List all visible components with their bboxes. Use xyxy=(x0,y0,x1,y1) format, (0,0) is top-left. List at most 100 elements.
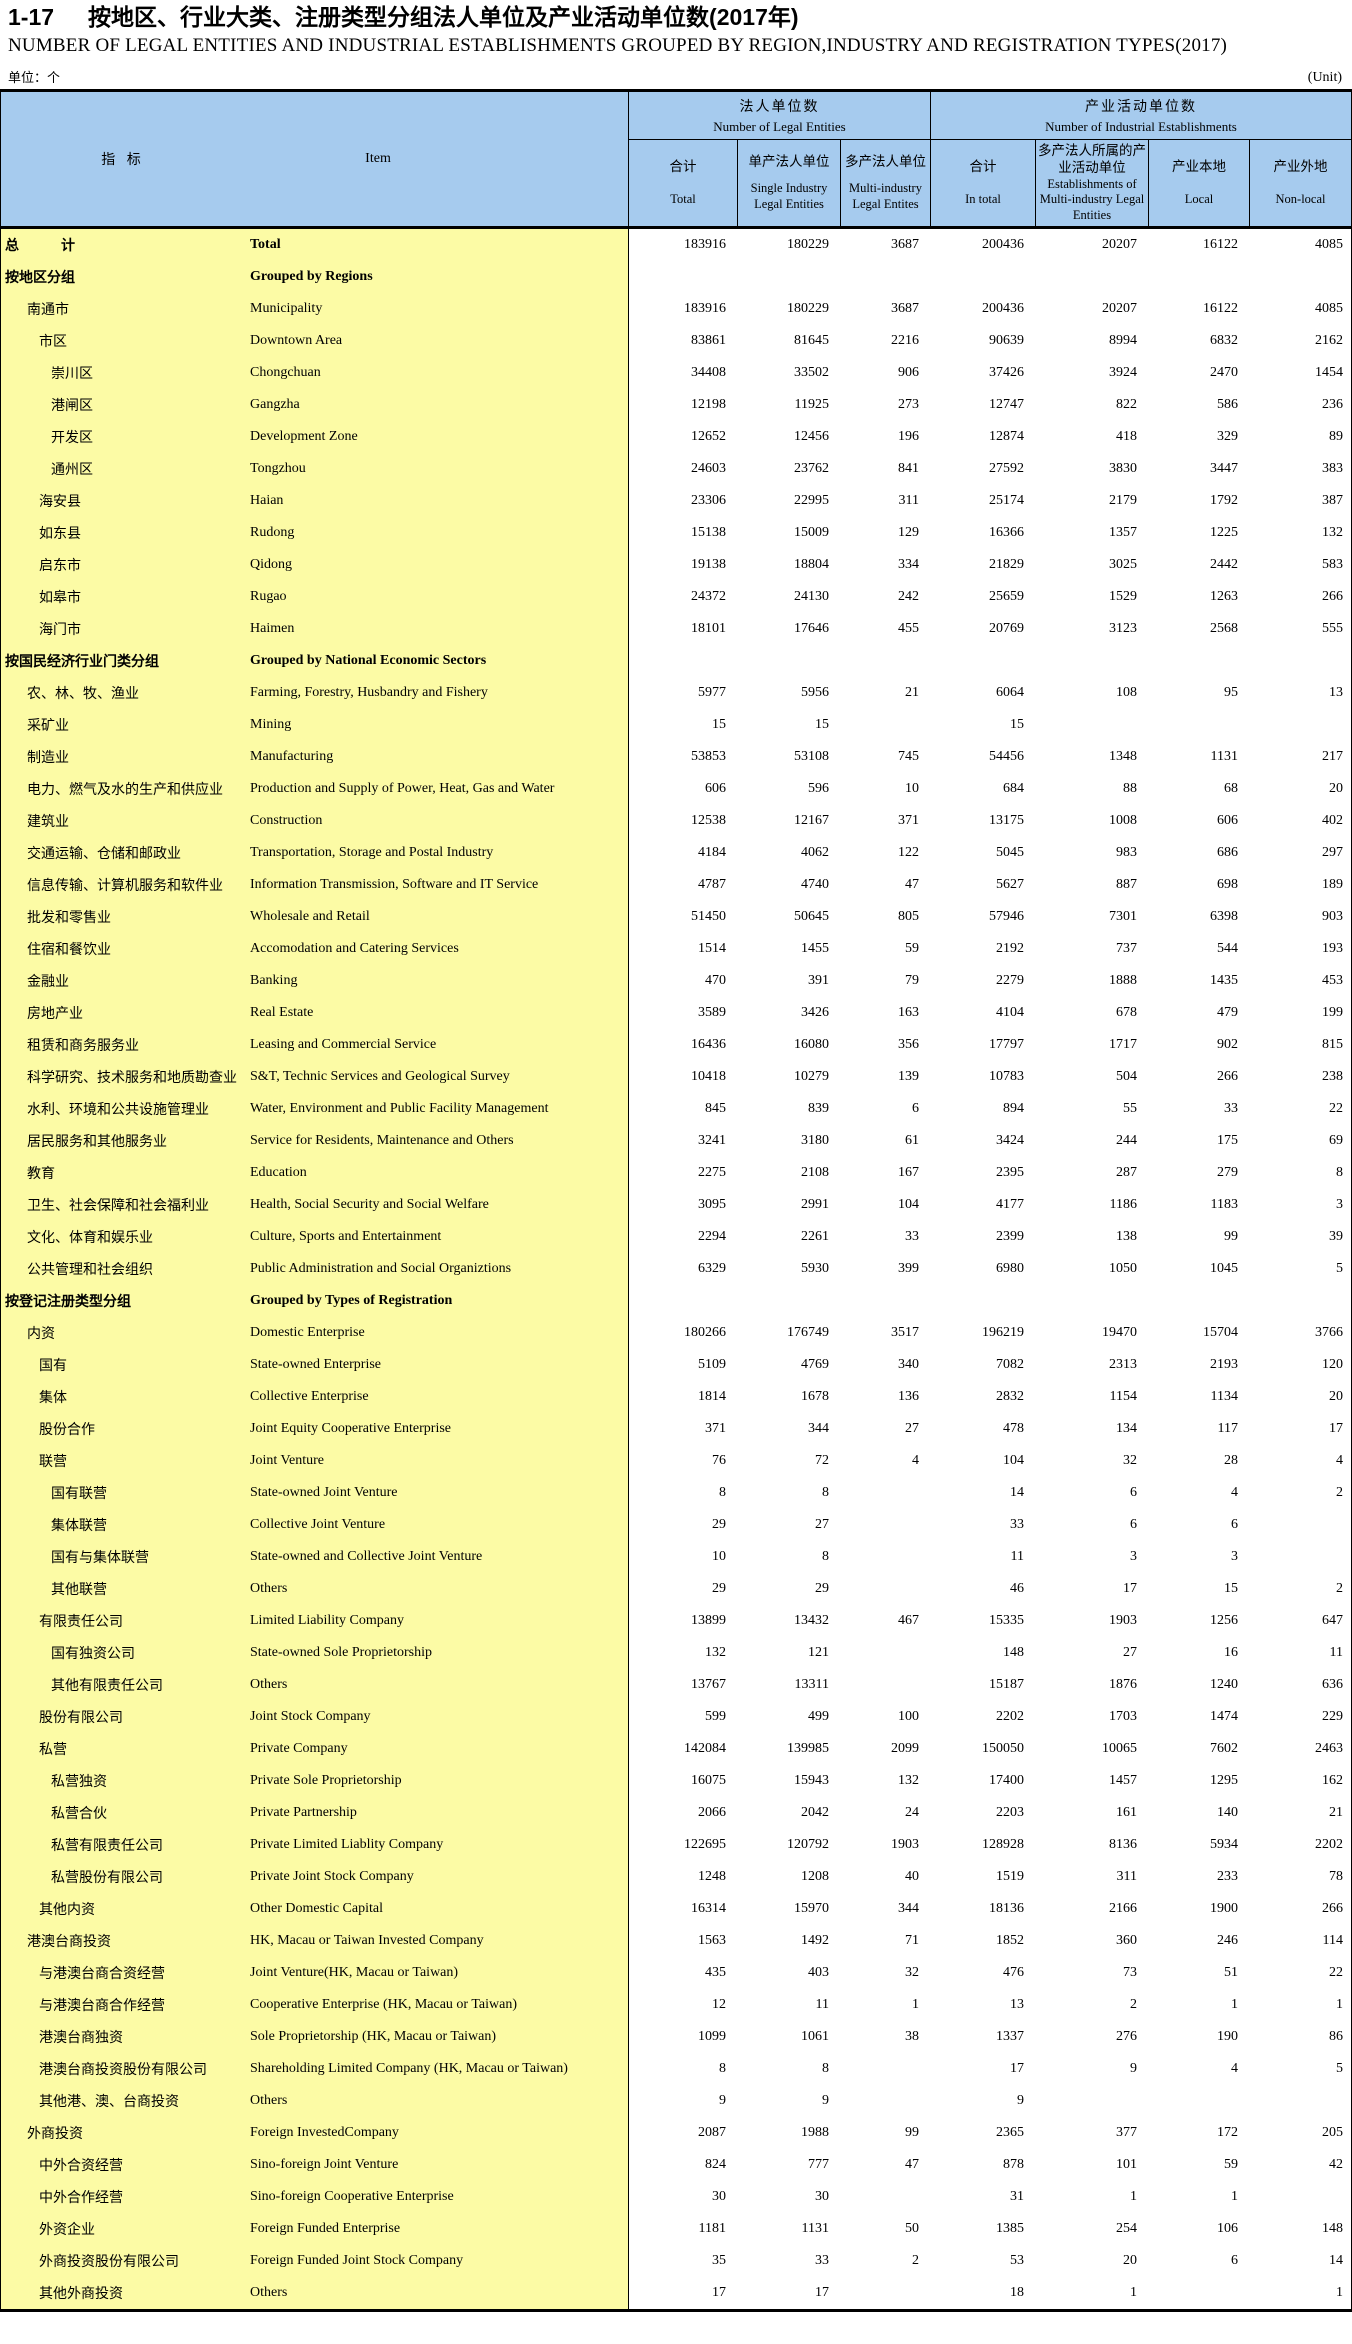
value-cell-non-local xyxy=(1250,2181,1351,2213)
row-cells: 845 839 6 894 55 33 22 xyxy=(629,1093,1351,1125)
row-label-en: Wholesale and Retail xyxy=(250,909,370,925)
row-stub: 私营有限责任公司 Private Limited Liablity Compan… xyxy=(1,1829,629,1862)
value-cell-multi-industry: 32 xyxy=(905,1965,919,1981)
value-cell-non-local: 120 xyxy=(1322,1357,1343,1373)
col-multi-industry-zh: 多产法人单位 xyxy=(845,153,926,169)
value-cell-establishments-of-multi: 822 xyxy=(1116,397,1137,413)
value-cell-single-industry: 4062 xyxy=(801,845,829,861)
row-stub: 港澳台商投资 HK, Macau or Taiwan Invested Comp… xyxy=(1,1925,629,1958)
row-cells: 122695 120792 1903 128928 8136 5934 2202 xyxy=(629,1829,1351,1861)
value-cell-establishments-of-multi: 1703 xyxy=(1109,1709,1137,1725)
value-cell-single-industry: 29 xyxy=(815,1581,829,1597)
row-label-en: Joint Venture xyxy=(250,1453,325,1469)
value-cell-establishments-of-multi: 418 xyxy=(1116,429,1137,445)
value-cell-non-local: 5 xyxy=(1336,2061,1343,2077)
row-label-en: Health, Social Security and Social Welfa… xyxy=(250,1197,489,1213)
value-cell-total: 16436 xyxy=(691,1037,726,1053)
value-cell-local: 117 xyxy=(1217,1421,1238,1437)
row-label-zh: 启东市 xyxy=(39,559,81,575)
value-cell-multi-industry: 24 xyxy=(905,1805,919,1821)
table-row: 有限责任公司 Limited Liability Company 13899 1… xyxy=(1,1605,1351,1638)
value-cell-local: 1474 xyxy=(1210,1709,1238,1725)
value-cell-local: 99 xyxy=(1224,1229,1238,1245)
value-cell-multi-industry xyxy=(841,645,931,677)
row-stub: 科学研究、技术服务和地质勘查业 S&T, Technic Services an… xyxy=(1,1061,629,1094)
value-cell-multi-industry: 47 xyxy=(905,877,919,893)
value-cell-in-total: 476 xyxy=(1003,1965,1024,1981)
value-cell-establishments-of-multi: 138 xyxy=(1116,1229,1137,1245)
col-header-single-industry: 单产法人单位 Single Industry Legal Entities xyxy=(738,139,841,227)
value-cell-in-total: 12874 xyxy=(989,429,1024,445)
row-cells: 183916 180229 3687 200436 20207 16122 40… xyxy=(629,293,1351,325)
value-cell-establishments-of-multi: 1888 xyxy=(1109,973,1137,989)
value-cell-establishments-of-multi: 32 xyxy=(1123,1453,1137,1469)
row-label-en: Foreign Funded Enterprise xyxy=(250,2221,401,2237)
value-cell-single-industry: 139985 xyxy=(787,1741,829,1757)
row-cells: 53853 53108 745 54456 1348 1131 217 xyxy=(629,741,1351,773)
value-cell-single-industry: 1061 xyxy=(801,2029,829,2045)
value-cell-multi-industry: 136 xyxy=(898,1389,919,1405)
row-cells: 13899 13432 467 15335 1903 1256 647 xyxy=(629,1605,1351,1637)
value-cell-multi-industry xyxy=(841,2181,931,2213)
data-table: 指 标 Item 法人单位数 Number of Legal Entities … xyxy=(0,89,1352,2313)
value-cell-in-total xyxy=(931,645,1036,677)
value-cell-in-total: 10783 xyxy=(989,1069,1024,1085)
value-cell-local: 1435 xyxy=(1210,973,1238,989)
value-cell-non-local: 2162 xyxy=(1315,333,1343,349)
row-stub: 采矿业 Mining xyxy=(1,709,629,742)
value-cell-in-total: 16366 xyxy=(989,525,1024,541)
value-cell-non-local xyxy=(1250,1285,1351,1317)
row-stub: 有限责任公司 Limited Liability Company xyxy=(1,1605,629,1638)
row-cells: 3589 3426 163 4104 678 479 199 xyxy=(629,997,1351,1029)
value-cell-single-industry: 176749 xyxy=(787,1325,829,1341)
row-label-en: Private Joint Stock Company xyxy=(250,1869,414,1885)
row-label-en: Haian xyxy=(250,493,284,509)
row-label-en: State-owned Joint Venture xyxy=(250,1485,398,1501)
row-stub: 教育 Education xyxy=(1,1157,629,1190)
value-cell-multi-industry: 2 xyxy=(912,2253,919,2269)
value-cell-single-industry: 4769 xyxy=(801,1357,829,1373)
row-label-en: Leasing and Commercial Service xyxy=(250,1037,437,1053)
value-cell-establishments-of-multi: 19470 xyxy=(1102,1325,1137,1341)
table-row: 私营独资 Private Sole Proprietorship 16075 1… xyxy=(1,1765,1351,1798)
value-cell-total: 6329 xyxy=(698,1261,726,1277)
table-row: 国有独资公司 State-owned Sole Proprietorship 1… xyxy=(1,1637,1351,1670)
row-label-zh: 信息传输、计算机服务和软件业 xyxy=(27,879,223,895)
row-cells: 34408 33502 906 37426 3924 2470 1454 xyxy=(629,357,1351,389)
value-cell-single-industry: 53108 xyxy=(794,749,829,765)
value-cell-local: 175 xyxy=(1217,1133,1238,1149)
value-cell-single-industry: 2261 xyxy=(801,1229,829,1245)
value-cell-multi-industry: 745 xyxy=(898,749,919,765)
value-cell-in-total: 25659 xyxy=(989,589,1024,605)
value-cell-in-total: 9 xyxy=(1017,2093,1024,2109)
table-row: 其他联营 Others 29 29 46 17 15 2 xyxy=(1,1573,1351,1606)
value-cell-total: 12 xyxy=(712,1997,726,2013)
table-row: 启东市 Qidong 19138 18804 334 21829 3025 24… xyxy=(1,549,1351,582)
value-cell-establishments-of-multi: 2166 xyxy=(1109,1901,1137,1917)
table-row: 制造业 Manufacturing 53853 53108 745 54456 … xyxy=(1,741,1351,774)
col-header-in-total: 合计 In total xyxy=(931,139,1036,227)
value-cell-in-total: 2192 xyxy=(996,941,1024,957)
value-cell-single-industry: 24130 xyxy=(794,589,829,605)
table-row: 通州区 Tongzhou 24603 23762 841 27592 3830 … xyxy=(1,453,1351,486)
value-cell-establishments-of-multi: 20 xyxy=(1123,2253,1137,2269)
col-non-local-en: Non-local xyxy=(1275,191,1326,206)
row-label-en: Private Company xyxy=(250,1741,348,1757)
value-cell-single-industry: 8 xyxy=(822,1485,829,1501)
row-stub: 集体 Collective Enterprise xyxy=(1,1381,629,1414)
value-cell-establishments-of-multi: 1876 xyxy=(1109,1677,1137,1693)
value-cell-single-industry: 50645 xyxy=(794,909,829,925)
table-header: 指 标 Item 法人单位数 Number of Legal Entities … xyxy=(1,92,1351,230)
row-label-en: Total xyxy=(250,237,281,253)
value-cell-local: 1 xyxy=(1231,1997,1238,2013)
value-cell-multi-industry: 129 xyxy=(898,525,919,541)
value-cell-local: 5934 xyxy=(1210,1837,1238,1853)
row-cells: 83861 81645 2216 90639 8994 6832 2162 xyxy=(629,325,1351,357)
row-stub: 中外合资经营 Sino-foreign Joint Venture xyxy=(1,2149,629,2182)
row-cells: 5109 4769 340 7082 2313 2193 120 xyxy=(629,1349,1351,1381)
value-cell-single-industry: 1678 xyxy=(801,1389,829,1405)
row-label-en: Grouped by Types of Registration xyxy=(250,1293,453,1309)
table-row: 其他外商投资 Others 17 17 18 1 1 xyxy=(1,2277,1351,2310)
value-cell-establishments-of-multi: 2313 xyxy=(1109,1357,1137,1373)
row-stub: 中外合作经营 Sino-foreign Cooperative Enterpri… xyxy=(1,2181,629,2214)
